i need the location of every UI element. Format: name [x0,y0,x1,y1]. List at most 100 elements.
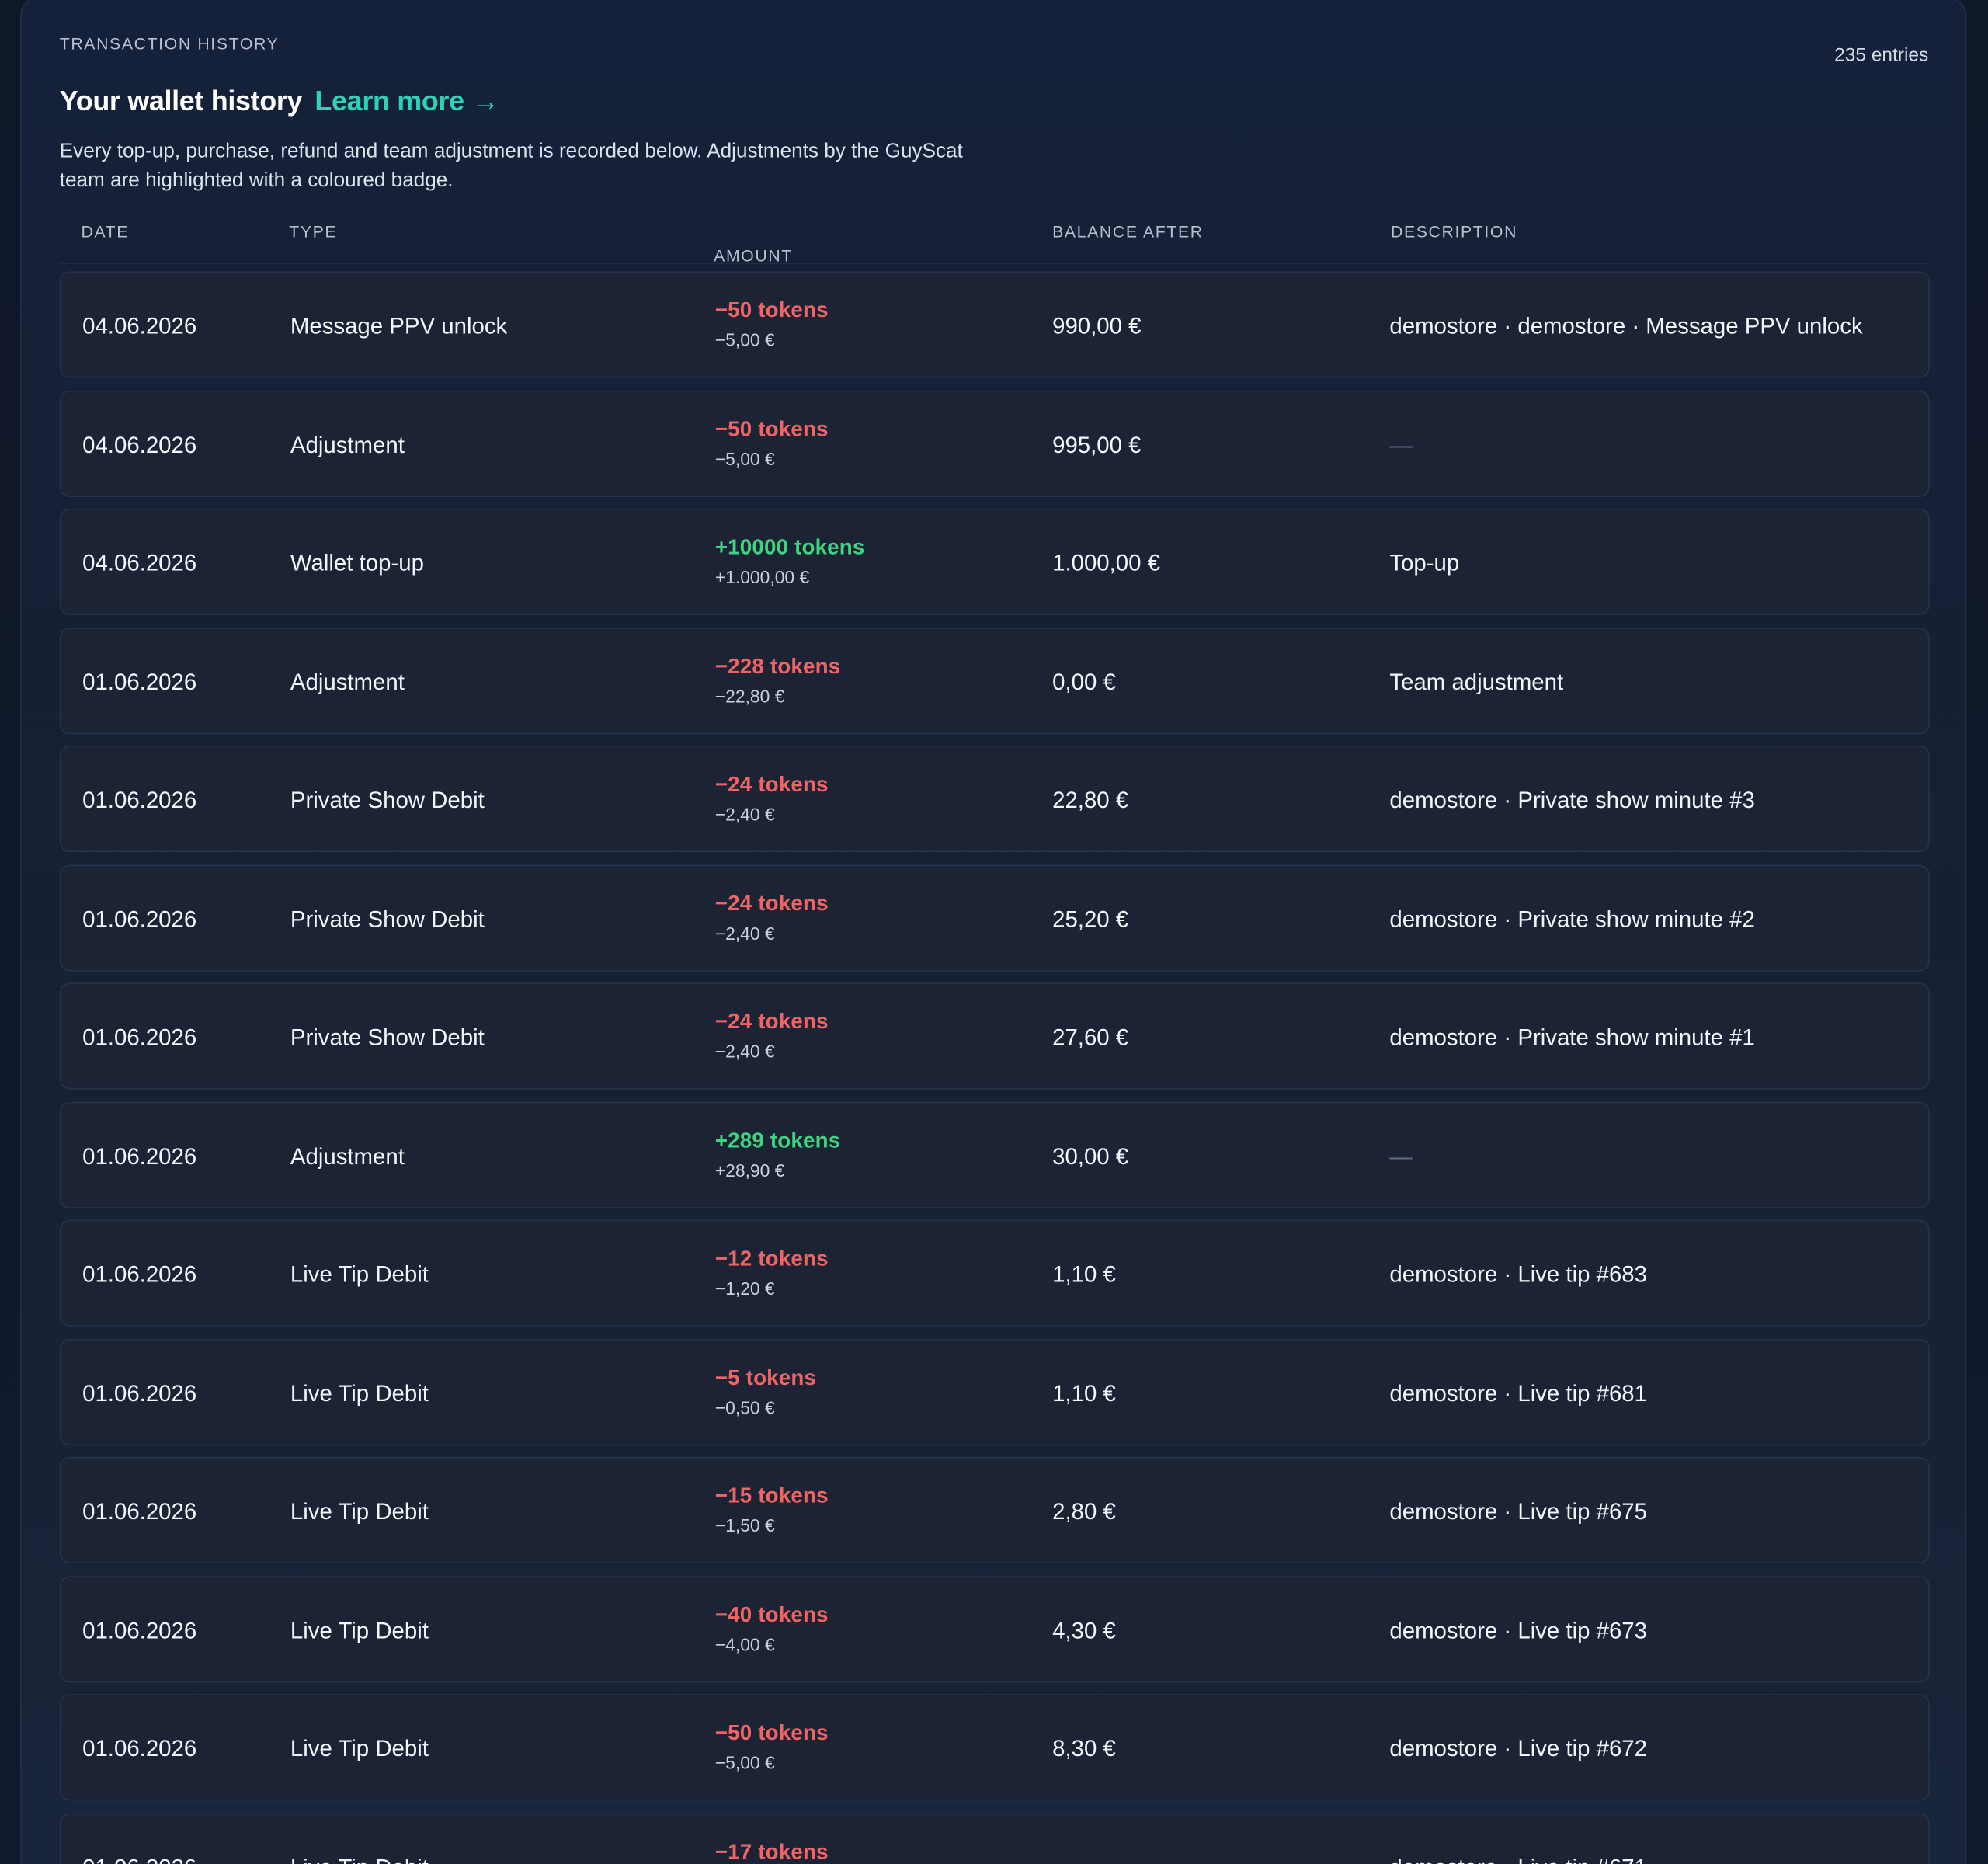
section-eyebrow: TRANSACTION HISTORY [59,34,280,54]
transaction-description: demostore · Live tip #671 [1389,1855,1647,1864]
table-row[interactable]: 04.06.2026 Wallet top-up +10000 tokens +… [59,508,1930,615]
transaction-description: demostore · demostore · Message PPV unlo… [1389,313,1863,339]
transaction-description: Top-up [1389,550,1460,576]
table-row[interactable]: 01.06.2026 Private Show Debit −24 tokens… [59,745,1930,853]
transaction-date: 01.06.2026 [82,906,197,932]
token-amount: −50 tokens [714,297,829,322]
table-header: DATE TYPE AMOUNT BALANCE AFTER DESCRIPTI… [59,218,1930,265]
transaction-amount: −50 tokens −5,00 € [715,1721,829,1775]
euro-amount: −2,40 € [714,1041,775,1062]
token-amount: −50 tokens [714,417,829,442]
transaction-amount: −24 tokens −2,40 € [715,892,829,946]
transaction-date: 01.06.2026 [82,1143,197,1170]
table-row[interactable]: 04.06.2026 Adjustment −50 tokens −5,00 €… [59,390,1930,497]
table-row[interactable]: 01.06.2026 Live Tip Debit −5 tokens −0,5… [59,1339,1930,1446]
transaction-amount: −12 tokens −1,20 € [715,1247,829,1301]
transaction-date: 04.06.2026 [82,432,197,458]
transaction-type: Live Tip Debit [290,1498,429,1525]
transaction-amount: −228 tokens −22,80 € [715,654,841,708]
transaction-type: Live Tip Debit [290,1855,429,1864]
balance-after: 1,10 € [1052,1261,1116,1288]
token-amount: −17 tokens [714,1839,829,1864]
page-title-row: Your wallet history Learn more → [59,84,500,117]
table-row[interactable]: 01.06.2026 Live Tip Debit −50 tokens −5,… [59,1694,1930,1801]
table-row[interactable]: 01.06.2026 Adjustment +289 tokens +28,90… [59,1101,1930,1208]
transaction-type: Private Show Debit [290,906,485,932]
transaction-description: demostore · Private show minute #2 [1389,906,1755,932]
euro-amount: −2,40 € [714,804,775,825]
entries-count: 235 entries [1834,44,1929,66]
transaction-amount: −17 tokens [715,1840,829,1864]
transaction-date: 01.06.2026 [82,1855,196,1864]
balance-after: 27,60 € [1052,1024,1129,1050]
transaction-amount: −24 tokens −2,40 € [715,1010,829,1064]
transaction-description: demostore · Live tip #683 [1389,1261,1648,1288]
balance-after: 0,00 € [1052,669,1116,695]
transaction-description: Team adjustment [1389,669,1564,695]
transaction-type: Live Tip Debit [290,1736,429,1761]
table-row[interactable]: 01.06.2026 Private Show Debit −24 tokens… [59,864,1930,972]
table-row[interactable]: 01.06.2026 Live Tip Debit −12 tokens −1,… [59,1219,1930,1327]
transaction-type: Live Tip Debit [290,1380,429,1407]
token-amount: −24 tokens [714,772,829,797]
token-amount: −24 tokens [714,1009,829,1034]
token-amount: −228 tokens [714,654,841,679]
token-amount: +289 tokens [714,1128,841,1153]
column-balance-after: BALANCE AFTER [1052,221,1204,242]
table-row[interactable]: 01.06.2026 Adjustment −228 tokens −22,80… [59,628,1930,735]
balance-after: 8,30 € [1052,1736,1116,1761]
euro-amount: −5,00 € [714,1752,775,1773]
transaction-amount: −40 tokens −4,00 € [715,1603,829,1657]
transaction-date: 01.06.2026 [82,1618,197,1643]
transaction-type: Private Show Debit [290,1024,485,1050]
token-amount: −24 tokens [714,891,829,916]
column-amount: AMOUNT [714,245,793,266]
transaction-date: 01.06.2026 [82,1736,197,1761]
balance-after: 995,00 € [1052,432,1142,458]
transaction-description: demostore · Live tip #675 [1389,1498,1648,1525]
transaction-amount: −50 tokens −5,00 € [715,298,829,353]
transaction-description: demostore · Private show minute #1 [1389,1024,1755,1050]
balance-after: 1.000,00 € [1052,550,1161,576]
token-amount: −40 tokens [714,1602,829,1627]
balance-after: 22,80 € [1052,787,1129,813]
transaction-history-panel: TRANSACTION HISTORY 235 entries Your wal… [20,0,1967,1864]
euro-amount: −4,00 € [714,1634,775,1655]
transaction-date: 01.06.2026 [82,787,197,813]
transaction-type: Live Tip Debit [290,1618,429,1643]
transaction-date: 01.06.2026 [82,1380,197,1407]
balance-after: 2,80 € [1052,1498,1116,1525]
balance-after: 30,00 € [1052,1143,1129,1170]
page-title: Your wallet history [59,84,303,116]
balance-after: 1,10 € [1052,1380,1116,1407]
euro-amount: −1,20 € [714,1278,775,1299]
token-amount: −50 tokens [714,1720,829,1745]
transaction-type: Wallet top-up [290,550,424,576]
euro-amount: −2,40 € [714,923,775,944]
transaction-date: 04.06.2026 [82,313,197,339]
table-row[interactable]: 01.06.2026 Live Tip Debit −17 tokens dem… [59,1813,1930,1864]
transaction-type: Adjustment [290,1143,405,1170]
table-row[interactable]: 01.06.2026 Live Tip Debit −40 tokens −4,… [59,1576,1930,1683]
transaction-amount: +289 tokens +28,90 € [715,1128,841,1183]
euro-amount: −22,80 € [714,686,785,707]
balance-after: 4,30 € [1052,1618,1116,1643]
transaction-amount: −5 tokens −0,50 € [715,1365,816,1420]
table-row[interactable]: 04.06.2026 Message PPV unlock −50 tokens… [59,271,1930,378]
euro-amount: −5,00 € [714,448,775,470]
transaction-description: — [1389,432,1413,458]
transaction-date: 01.06.2026 [82,1024,197,1050]
euro-amount: −1,50 € [714,1515,775,1536]
learn-more-link[interactable]: Learn more → [315,84,500,116]
history-description: Every top-up, purchase, refund and team … [59,141,963,192]
transaction-description: demostore · Private show minute #3 [1389,787,1755,813]
table-row[interactable]: 01.06.2026 Live Tip Debit −15 tokens −1,… [59,1456,1930,1564]
transaction-date: 01.06.2026 [82,1498,197,1525]
transaction-description: — [1389,1143,1413,1170]
transaction-description: demostore · Live tip #673 [1389,1618,1648,1643]
balance-after: 990,00 € [1052,313,1142,339]
table-row[interactable]: 01.06.2026 Private Show Debit −24 tokens… [59,982,1930,1090]
transaction-amount: −15 tokens −1,50 € [715,1483,829,1538]
transaction-type: Live Tip Debit [290,1261,429,1288]
euro-amount: −5,00 € [714,329,775,350]
